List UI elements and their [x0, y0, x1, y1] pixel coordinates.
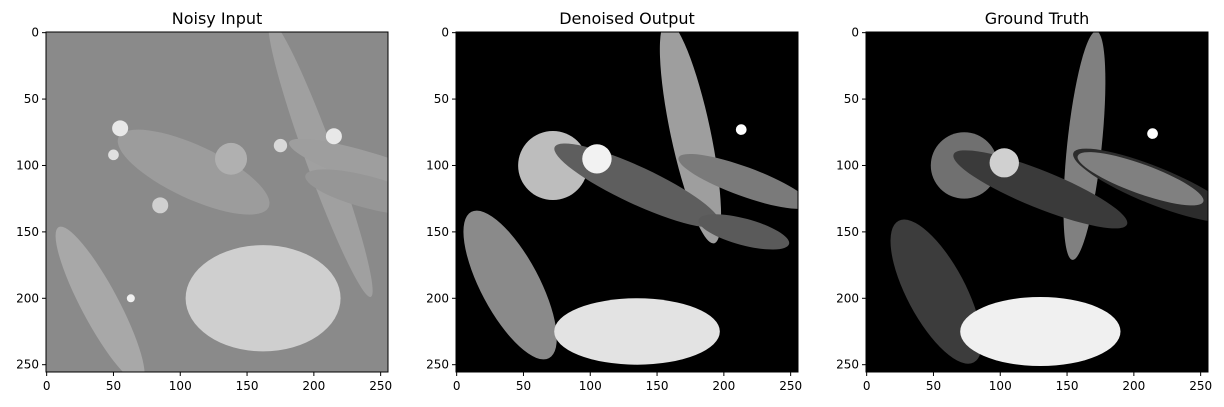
y-tick-label: 50: [24, 92, 39, 106]
x-tick-label: 0: [43, 379, 51, 393]
x-tick-label: 150: [1056, 379, 1079, 393]
panel-denoised-output: Denoised Output 0 50 100 150 200 250 0 50 100 150…: [426, 9, 802, 393]
x-tick-label: 250: [369, 379, 392, 393]
y-tick-label: 200: [16, 291, 39, 305]
x-tick-label: 50: [106, 379, 121, 393]
x-tick-label: 100: [169, 379, 192, 393]
panel-title: Denoised Output: [559, 9, 695, 28]
x-tick-label: 200: [302, 379, 325, 393]
image-ellipse: [55, 226, 145, 372]
image-ellipse: [463, 210, 557, 360]
y-tick-label: 50: [434, 92, 449, 106]
image-ellipse: [273, 138, 288, 153]
image-ellipse: [989, 148, 1019, 178]
image-ellipse: [1147, 128, 1158, 139]
image-ellipse: [108, 149, 119, 161]
image-shapes: [890, 32, 1208, 367]
x-tick-label: 250: [779, 379, 802, 393]
x-tick-label: 200: [1122, 379, 1145, 393]
image-ellipse: [678, 153, 798, 209]
image-ellipse: [735, 124, 747, 135]
y-tick-label: 100: [426, 158, 449, 172]
x-tick-label: 0: [863, 379, 871, 393]
image-ellipse: [185, 245, 341, 352]
panel-title: Noisy Input: [172, 9, 263, 28]
y-tick-label: 150: [426, 225, 449, 239]
image-ellipse: [112, 120, 129, 137]
image-ellipse: [325, 128, 342, 145]
y-tick-label: 100: [836, 158, 859, 172]
image-frame: [45, 31, 389, 373]
x-tick-label: 100: [989, 379, 1012, 393]
image-frame: [455, 31, 799, 373]
image-ellipse: [582, 144, 612, 174]
x-tick-label: 200: [712, 379, 735, 393]
x-tick-label: 50: [516, 379, 531, 393]
image-frame: [865, 31, 1209, 373]
y-tick-label: 0: [851, 26, 859, 40]
image-ellipse: [152, 197, 169, 214]
image-ellipse: [698, 214, 790, 250]
x-tick-label: 250: [1189, 379, 1212, 393]
y-tick-label: 0: [441, 26, 449, 40]
image-ellipse: [305, 169, 388, 215]
x-tick-label: 50: [926, 379, 941, 393]
y-tick-label: 150: [836, 225, 859, 239]
x-tick-label: 0: [453, 379, 461, 393]
image-ellipse: [117, 129, 270, 215]
image-ellipse: [659, 32, 722, 244]
y-tick-label: 150: [16, 225, 39, 239]
image-ellipse: [554, 298, 720, 365]
x-tick-label: 100: [579, 379, 602, 393]
panel-ground-truth: Ground Truth 0 50 100 150 200 250 0 50 100 150 200…: [836, 9, 1212, 393]
axis-ticks: 0 50 100 150 200 250 0 50 100 150 200 250: [426, 26, 802, 393]
image-ellipse: [960, 296, 1121, 367]
image-ellipse: [1077, 152, 1204, 206]
axis-ticks: 0 50 100 150 200 250 0 50 100 150 200 250: [16, 26, 392, 393]
y-tick-label: 200: [836, 291, 859, 305]
axis-ticks: 0 50 100 150 200 250 0 50 100 150 200 250: [836, 26, 1212, 393]
y-tick-label: 0: [31, 26, 39, 40]
image-ellipse: [289, 138, 388, 206]
panel-title: Ground Truth: [985, 9, 1090, 28]
image-shapes: [463, 32, 798, 365]
x-tick-label: 150: [236, 379, 259, 393]
image-ellipse: [214, 142, 248, 175]
x-tick-label: 150: [646, 379, 669, 393]
image-shapes: [55, 32, 388, 372]
y-tick-label: 250: [426, 358, 449, 372]
y-tick-label: 250: [16, 358, 39, 372]
image-ellipse: [126, 294, 135, 303]
image-ellipse: [890, 219, 982, 364]
y-tick-label: 200: [426, 291, 449, 305]
panel-noisy-input: Noisy Input 0 50 100 150 200 250 0 50 100 150 200 2…: [16, 9, 392, 393]
y-tick-label: 50: [844, 92, 859, 106]
y-tick-label: 100: [16, 158, 39, 172]
y-tick-label: 250: [836, 358, 859, 372]
